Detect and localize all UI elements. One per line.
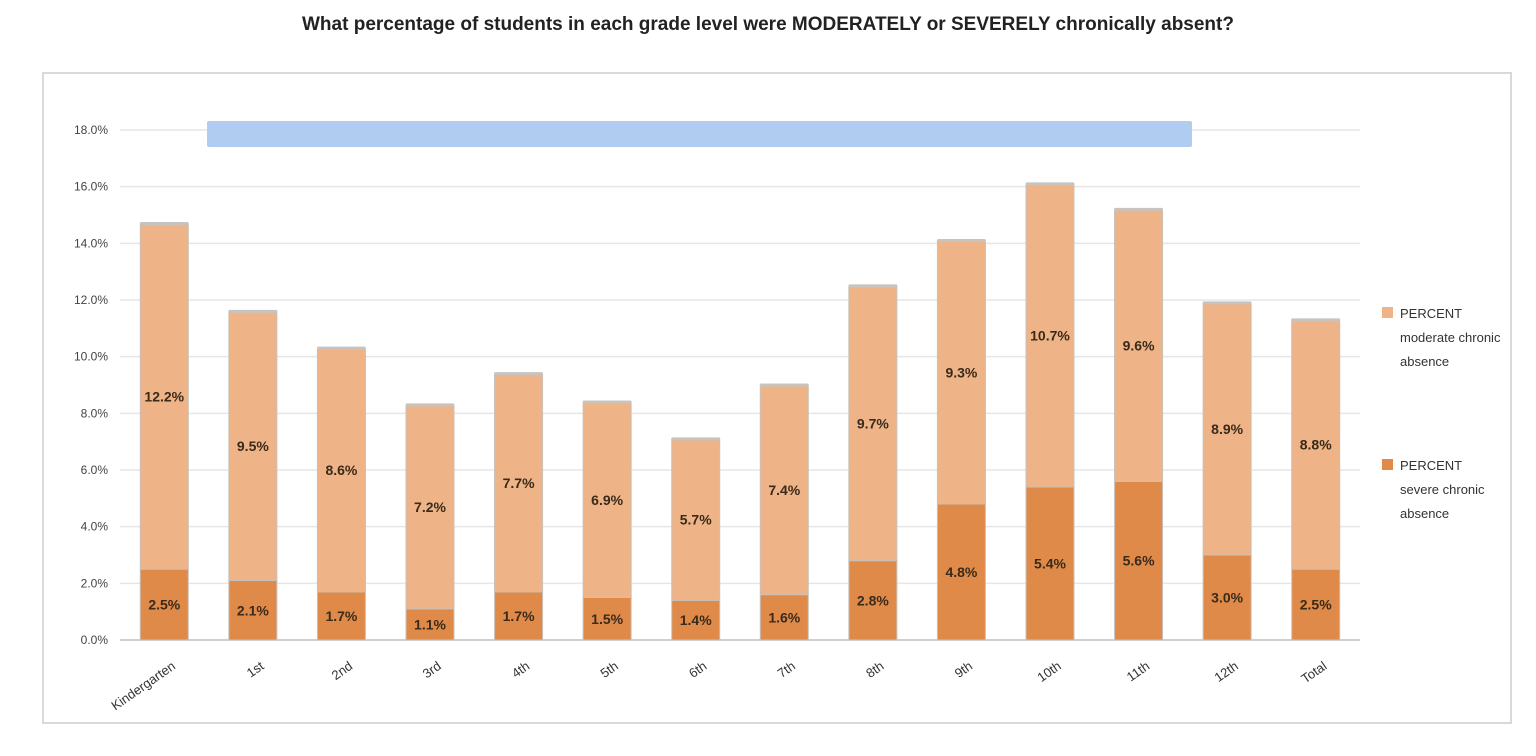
data-label-severe: 1.7%: [325, 608, 357, 624]
category-label: 3rd: [420, 658, 444, 681]
data-label-moderate: 9.5%: [237, 438, 269, 454]
bar-moderate: [405, 404, 455, 610]
bar-moderate: [494, 373, 544, 593]
y-tick-label: 18.0%: [74, 123, 108, 137]
bar-severe: [1114, 480, 1164, 641]
y-tick-label: 6.0%: [81, 463, 109, 477]
bar-moderate: [936, 240, 986, 505]
bar-moderate: [316, 347, 366, 593]
category-label: 5th: [597, 658, 620, 681]
y-tick-label: 12.0%: [74, 293, 108, 307]
bar-moderate: [1202, 302, 1252, 556]
bar-moderate: [1114, 208, 1164, 482]
data-label-moderate: 5.7%: [680, 512, 712, 528]
bar-severe: [848, 560, 898, 641]
y-tick-label: 0.0%: [81, 633, 109, 647]
chart-title: What percentage of students in each grad…: [302, 14, 1234, 35]
data-label-moderate: 9.6%: [1123, 337, 1155, 353]
bar-severe: [1202, 554, 1252, 641]
category-label: 1st: [244, 658, 267, 680]
data-label-moderate: 8.8%: [1300, 437, 1332, 453]
data-label-moderate: 6.9%: [591, 492, 623, 508]
data-label-moderate: 8.9%: [1211, 421, 1243, 437]
data-label-moderate: 7.4%: [768, 482, 800, 498]
legend-label-moderate: PERCENT moderate chronic absence: [1400, 306, 1501, 369]
category-label: 7th: [775, 658, 798, 681]
bar-severe: [228, 580, 278, 641]
bar-moderate: [848, 285, 898, 562]
y-tick-label: 16.0%: [74, 180, 108, 194]
data-label-severe: 1.1%: [414, 616, 446, 632]
data-label-severe: 2.5%: [1300, 597, 1332, 613]
data-label-moderate: 12.2%: [144, 388, 184, 404]
bar-severe: [1025, 486, 1075, 641]
y-tick-label: 4.0%: [81, 520, 109, 534]
data-label-severe: 1.5%: [591, 611, 623, 627]
legend-swatch-severe: [1382, 459, 1393, 470]
data-label-moderate: 10.7%: [1030, 327, 1070, 343]
y-tick-label: 2.0%: [81, 576, 109, 590]
bar-severe: [316, 591, 366, 641]
data-label-moderate: 8.6%: [325, 462, 357, 478]
category-label: 9th: [952, 658, 975, 681]
category-label: Kindergarten: [108, 658, 178, 713]
category-label: 4th: [509, 658, 532, 681]
data-label-severe: 2.5%: [148, 597, 180, 613]
y-tick-label: 10.0%: [74, 350, 108, 364]
bar-moderate: [1025, 183, 1075, 488]
bar-moderate: [139, 223, 189, 570]
bar-moderate: [228, 310, 278, 581]
category-label: 10th: [1034, 658, 1063, 685]
data-label-moderate: 9.7%: [857, 415, 889, 431]
legend-label-severe: PERCENT severe chronic absence: [1400, 458, 1485, 521]
data-label-severe: 3.0%: [1211, 590, 1243, 606]
bar-severe: [139, 568, 189, 641]
bar-severe: [671, 599, 721, 641]
data-label-severe: 4.8%: [945, 564, 977, 580]
data-label-severe: 2.1%: [237, 602, 269, 618]
data-label-moderate: 7.7%: [503, 475, 535, 491]
bar-moderate: [671, 438, 721, 601]
legend-swatch-moderate: [1382, 307, 1393, 318]
category-label: 12th: [1212, 658, 1241, 685]
data-label-severe: 1.4%: [680, 612, 712, 628]
category-label: 11th: [1124, 658, 1153, 684]
data-label-moderate: 9.3%: [945, 364, 977, 380]
data-label-moderate: 7.2%: [414, 499, 446, 515]
y-tick-label: 8.0%: [81, 406, 109, 420]
data-label-severe: 5.6%: [1123, 553, 1155, 569]
bar-moderate: [1291, 319, 1341, 570]
data-label-severe: 1.6%: [768, 609, 800, 625]
category-label: Total: [1298, 658, 1329, 686]
y-tick-label: 14.0%: [74, 236, 108, 250]
bar-severe: [1291, 568, 1341, 641]
category-label: 2nd: [329, 658, 355, 683]
category-label: 8th: [863, 658, 886, 681]
data-label-severe: 5.4%: [1034, 556, 1066, 572]
data-label-severe: 1.7%: [503, 608, 535, 624]
bar-severe: [936, 503, 986, 641]
data-label-severe: 2.8%: [857, 592, 889, 608]
bar-severe: [494, 591, 544, 641]
bar-severe: [405, 608, 455, 641]
category-label: 6th: [686, 658, 709, 681]
highlight-banner: [207, 121, 1192, 147]
